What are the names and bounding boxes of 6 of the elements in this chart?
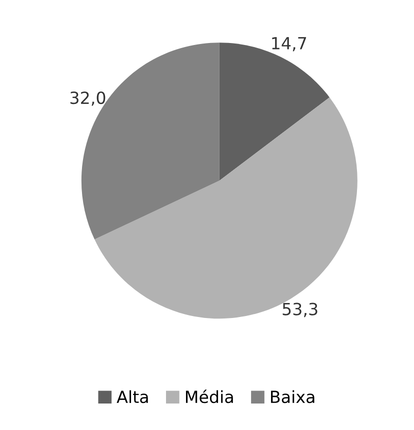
legend-label: Baixa xyxy=(271,390,314,404)
data-label: 32,0 xyxy=(70,91,106,106)
legend-label: Alta xyxy=(116,390,148,404)
legend-label: Média xyxy=(186,390,233,404)
data-label: 14,7 xyxy=(272,37,306,52)
data-label: 53,3 xyxy=(282,302,318,318)
